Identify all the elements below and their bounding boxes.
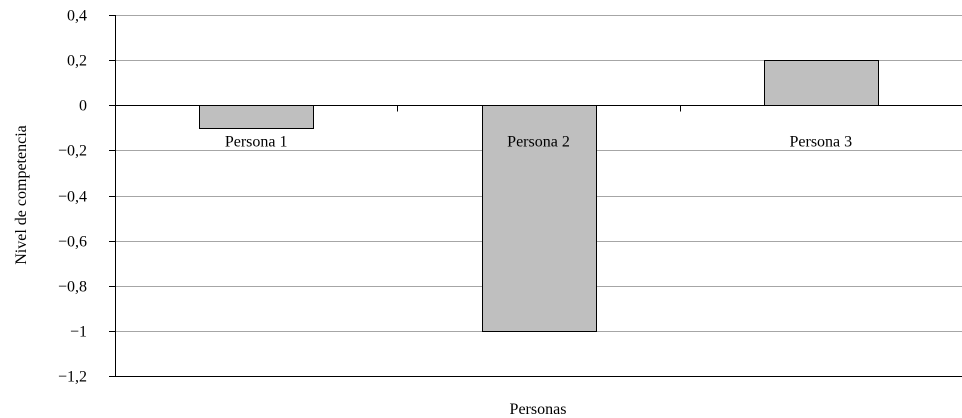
y-tick-label: −0,6 xyxy=(58,234,87,251)
y-tick-label: −1 xyxy=(70,324,87,341)
y-tick-label: 0,4 xyxy=(67,8,87,25)
y-axis-title: Nivel de competencia xyxy=(13,125,30,265)
bar xyxy=(764,60,879,106)
x-axis-title: Personas xyxy=(510,401,567,418)
y-tick-label: 0,2 xyxy=(67,53,87,70)
bar xyxy=(199,105,314,129)
y-tick-labels: 0,4 0,2 0 −0,2 −0,4 −0,6 −0,8 −1 −1,2 xyxy=(58,8,87,386)
y-tick-label: −0,8 xyxy=(58,279,87,296)
category-label: Persona 1 xyxy=(225,133,288,150)
category-label: Persona 3 xyxy=(790,133,853,150)
category-labels: Persona 1 Persona 2 Persona 3 xyxy=(225,133,852,150)
axes xyxy=(109,15,962,377)
category-label: Persona 2 xyxy=(507,133,570,150)
y-tick-label: −0,4 xyxy=(58,189,87,206)
y-tick-label: −1,2 xyxy=(58,369,87,386)
y-tick-label: −0,2 xyxy=(58,143,87,160)
y-tick-label: 0 xyxy=(79,98,87,115)
